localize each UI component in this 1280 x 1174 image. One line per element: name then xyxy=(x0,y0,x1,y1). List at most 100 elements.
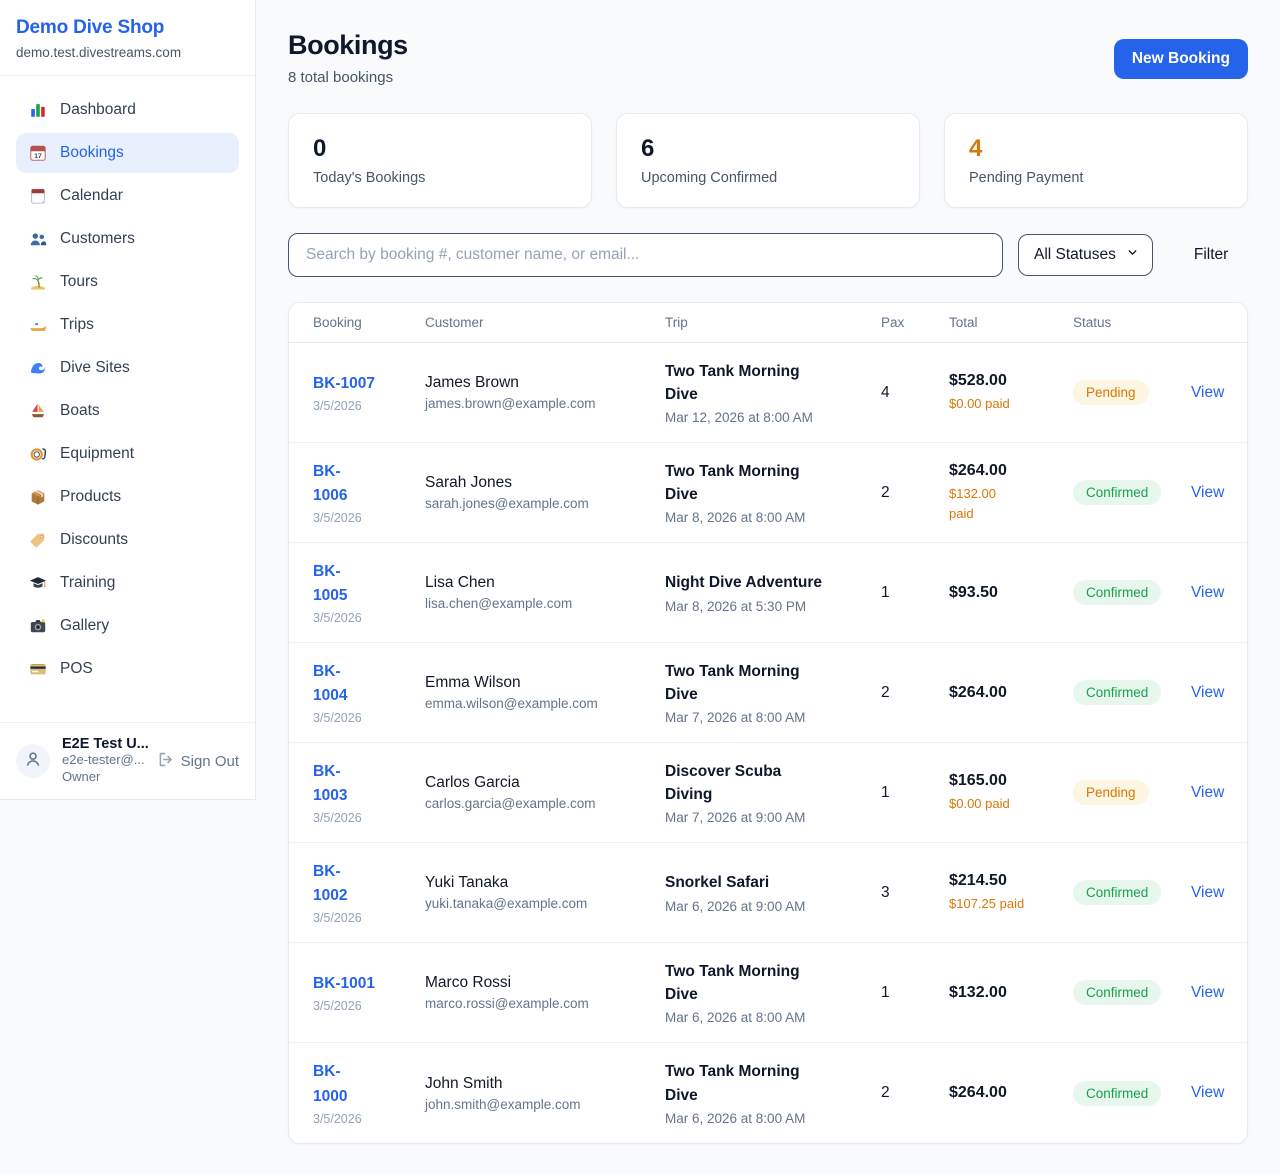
booking-id-link[interactable]: BK-1001 xyxy=(313,974,376,992)
sidebar-item-label: Discounts xyxy=(60,531,129,548)
customer-cell: Carlos Garcia carlos.garcia@example.com xyxy=(425,774,665,811)
booking-date: 3/5/2026 xyxy=(313,1111,362,1126)
trip-name: Two Tank Morning Dive xyxy=(665,662,800,703)
total-cell: $528.00 $0.00 paid xyxy=(949,372,1073,414)
bar-chart-icon xyxy=(29,101,47,119)
table-row: BK- 1005 3/5/2026 Lisa Chen lisa.chen@ex… xyxy=(289,543,1247,643)
sidebar-item-products[interactable]: Products xyxy=(16,477,239,517)
view-link[interactable]: View xyxy=(1191,383,1225,401)
pax-count: 1 xyxy=(881,783,890,801)
sidebar-item-customers[interactable]: Customers xyxy=(16,219,239,259)
sidebar-item-dive-sites[interactable]: Dive Sites xyxy=(16,348,239,388)
pax-count: 3 xyxy=(881,883,890,901)
filter-button[interactable]: Filter xyxy=(1184,238,1238,272)
view-link[interactable]: View xyxy=(1191,483,1225,501)
booking-id-link[interactable]: BK-1007 xyxy=(313,374,376,392)
booking-cell: BK- 1000 3/5/2026 xyxy=(313,1060,425,1125)
sidebar-item-discounts[interactable]: Discounts xyxy=(16,520,239,560)
status-cell: Confirmed xyxy=(1073,980,1191,1005)
logout-icon xyxy=(157,751,174,772)
total-amount: $214.50 xyxy=(949,871,1007,889)
booking-id-link[interactable]: BK- 1000 xyxy=(313,1063,348,1105)
column-header-trip: Trip xyxy=(665,315,688,330)
sidebar-item-pos[interactable]: POS xyxy=(16,649,239,689)
trip-cell: Snorkel Safari Mar 6, 2026 at 9:00 AM xyxy=(665,871,881,913)
svg-text:17: 17 xyxy=(34,153,42,160)
status-cell: Confirmed xyxy=(1073,880,1191,905)
chevron-down-icon xyxy=(1126,246,1139,264)
booking-cell: BK- 1004 3/5/2026 xyxy=(313,660,425,725)
booking-id-link[interactable]: BK- 1003 xyxy=(313,762,348,804)
trip-datetime: Mar 6, 2026 at 8:00 AM xyxy=(665,1010,806,1026)
trip-name: Two Tank Morning Dive xyxy=(665,962,800,1003)
sidebar-item-label: Boats xyxy=(60,402,100,419)
trip-datetime: Mar 7, 2026 at 8:00 AM xyxy=(665,710,806,726)
sidebar-item-dashboard[interactable]: Dashboard xyxy=(16,90,239,130)
total-cell: $264.00 $132.00 paid xyxy=(949,462,1073,523)
view-link[interactable]: View xyxy=(1191,683,1225,701)
trip-name: Discover Scuba Diving xyxy=(665,762,782,803)
trip-datetime: Mar 12, 2026 at 8:00 AM xyxy=(665,410,813,426)
sidebar-item-tours[interactable]: Tours xyxy=(16,262,239,302)
shop-name[interactable]: Demo Dive Shop xyxy=(16,17,165,38)
view-link[interactable]: View xyxy=(1191,783,1225,801)
table-row: BK-1001 3/5/2026 Marco Rossi marco.rossi… xyxy=(289,943,1247,1043)
sidebar: Demo Dive Shop demo.test.divestreams.com… xyxy=(0,0,256,800)
view-link[interactable]: View xyxy=(1191,583,1225,601)
booking-cell: BK-1001 3/5/2026 xyxy=(313,972,425,1013)
customer-email: sarah.jones@example.com xyxy=(425,496,589,511)
sidebar-item-trips[interactable]: Trips xyxy=(16,305,239,345)
total-amount: $132.00 xyxy=(949,983,1007,1001)
booking-date: 3/5/2026 xyxy=(313,811,362,826)
booking-cell: BK- 1003 3/5/2026 xyxy=(313,760,425,825)
sidebar-item-training[interactable]: Training xyxy=(16,563,239,603)
sidebar-item-equipment[interactable]: Equipment xyxy=(16,434,239,474)
table-row: BK-1007 3/5/2026 James Brown james.brown… xyxy=(289,343,1247,443)
bookings-table: Booking Customer Trip Pax Total Status B… xyxy=(288,302,1248,1144)
shop-header: Demo Dive Shop demo.test.divestreams.com xyxy=(0,0,255,76)
table-row: BK- 1000 3/5/2026 John Smith john.smith@… xyxy=(289,1043,1247,1143)
stat-card-pending-payment: 4 Pending Payment xyxy=(944,113,1248,208)
view-link[interactable]: View xyxy=(1191,883,1225,901)
booking-id-link[interactable]: BK- 1006 xyxy=(313,462,348,504)
total-amount: $93.50 xyxy=(949,583,998,601)
column-header-pax: Pax xyxy=(881,315,905,330)
total-amount: $264.00 xyxy=(949,462,1007,479)
search-input[interactable] xyxy=(288,233,1003,277)
sidebar-item-calendar[interactable]: Calendar xyxy=(16,176,239,216)
status-cell: Confirmed xyxy=(1073,680,1191,705)
status-badge: Pending xyxy=(1073,380,1149,405)
filter-row: All Statuses Filter xyxy=(288,233,1248,277)
trip-cell: Two Tank Morning Dive Mar 7, 2026 at 8:0… xyxy=(665,660,881,726)
table-row: BK- 1006 3/5/2026 Sarah Jones sarah.jone… xyxy=(289,443,1247,543)
total-cell: $214.50 $107.25 paid xyxy=(949,872,1073,914)
total-cell: $93.50 xyxy=(949,584,1073,602)
column-header-booking: Booking xyxy=(313,315,362,330)
trip-datetime: Mar 7, 2026 at 9:00 AM xyxy=(665,810,806,826)
sidebar-item-label: POS xyxy=(60,660,93,677)
customer-email: yuki.tanaka@example.com xyxy=(425,896,588,911)
sign-out-button[interactable]: Sign Out xyxy=(157,751,239,772)
booking-id-link[interactable]: BK- 1002 xyxy=(313,862,348,904)
status-cell: Confirmed xyxy=(1073,1080,1191,1106)
shop-domain: demo.test.divestreams.com xyxy=(16,45,182,60)
booking-id-link[interactable]: BK- 1004 xyxy=(313,662,348,704)
sidebar-item-bookings[interactable]: 17 Bookings xyxy=(16,133,239,173)
view-link[interactable]: View xyxy=(1191,1084,1225,1101)
status-filter-select[interactable]: All Statuses xyxy=(1018,234,1153,276)
trip-name: Night Dive Adventure xyxy=(665,574,823,592)
sidebar-item-gallery[interactable]: Gallery xyxy=(16,606,239,646)
trip-cell: Discover Scuba Diving Mar 7, 2026 at 9:0… xyxy=(665,760,881,826)
booking-date: 3/5/2026 xyxy=(313,511,362,526)
island-icon xyxy=(29,273,47,291)
sidebar-item-boats[interactable]: Boats xyxy=(16,391,239,431)
pax-count: 2 xyxy=(881,483,890,501)
stat-card-todays-bookings: 0 Today's Bookings xyxy=(288,113,592,208)
booking-id-link[interactable]: BK- 1005 xyxy=(313,562,348,604)
table-row: BK- 1002 3/5/2026 Yuki Tanaka yuki.tanak… xyxy=(289,843,1247,943)
booking-date: 3/5/2026 xyxy=(313,711,362,726)
view-link[interactable]: View xyxy=(1191,983,1225,1001)
status-badge: Confirmed xyxy=(1073,680,1162,705)
user-name: E2E Test U... xyxy=(62,736,149,753)
new-booking-button[interactable]: New Booking xyxy=(1113,39,1248,79)
